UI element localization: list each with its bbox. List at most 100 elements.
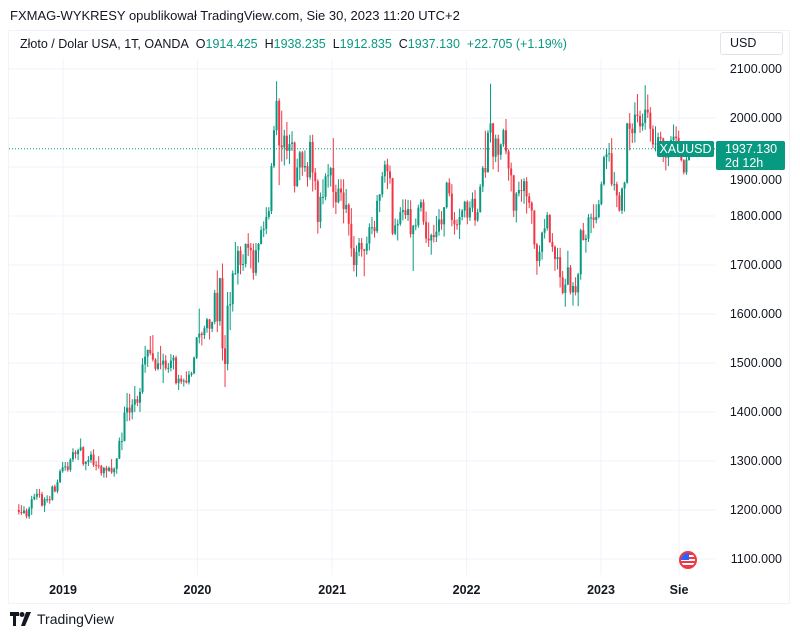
candle [535, 242, 538, 275]
candle [38, 488, 41, 498]
candle [270, 163, 273, 215]
candle [113, 467, 116, 477]
candle [368, 223, 371, 251]
candle [211, 321, 214, 333]
candle-body [337, 188, 340, 203]
candle-body [396, 223, 399, 226]
candle [164, 355, 167, 371]
candle-body [378, 194, 381, 201]
candle [56, 479, 59, 494]
candle-body [391, 178, 394, 234]
candle-body [77, 450, 80, 455]
candle-body [205, 319, 208, 329]
candle [203, 325, 206, 339]
candle-body [314, 172, 317, 182]
candle-body [453, 219, 456, 225]
candle-body [316, 181, 319, 222]
y-tick-label: 1100.000 [731, 552, 782, 566]
candle-body [445, 182, 448, 208]
candle [66, 461, 69, 472]
candle-body [182, 380, 185, 382]
candle [177, 374, 180, 390]
candle [682, 159, 685, 175]
candle [450, 184, 453, 227]
candle-body [151, 353, 154, 360]
candle-body [120, 440, 123, 442]
us-flag-icon[interactable] [679, 551, 697, 569]
candle-body [675, 136, 678, 139]
candle [285, 121, 288, 160]
symbol-description[interactable]: Złoto / Dolar USA, 1T, OANDA [20, 37, 189, 51]
candle-body [198, 333, 201, 338]
candle-body [587, 217, 590, 239]
candle [633, 102, 636, 143]
candle-body [334, 191, 337, 203]
candle [381, 171, 384, 198]
candle [533, 210, 536, 249]
candle [626, 122, 629, 184]
candle [306, 162, 309, 187]
candle-body [430, 235, 433, 241]
x-tick-label: 2023 [587, 583, 615, 597]
candle [618, 191, 621, 212]
candle [138, 387, 141, 412]
candle [422, 199, 425, 225]
candle [602, 155, 605, 186]
candle [396, 219, 399, 241]
high-label: H [264, 37, 274, 51]
candle-body [69, 459, 72, 470]
candle [278, 98, 281, 186]
candle [363, 248, 366, 277]
candle-body [626, 123, 629, 183]
candle-body [649, 112, 652, 129]
candle-body [504, 130, 507, 152]
candle-body [363, 249, 366, 251]
candle [51, 485, 54, 501]
candle [409, 200, 412, 238]
candle-body [548, 215, 551, 242]
candle [432, 224, 435, 243]
candle [280, 110, 283, 162]
candle-body [71, 452, 74, 460]
candle-body [324, 176, 327, 197]
candle [507, 149, 510, 181]
candle [87, 456, 90, 466]
candle-body [352, 248, 355, 265]
candle-body [355, 251, 358, 265]
candle-body [234, 273, 237, 275]
candle-body [51, 486, 54, 500]
candle-body [404, 210, 407, 216]
candle-body [350, 223, 353, 249]
candle-body [25, 510, 28, 517]
candle-body [605, 154, 608, 158]
candle [128, 393, 131, 421]
candle-body [275, 100, 278, 131]
candle [319, 192, 322, 229]
candle [600, 181, 603, 206]
candle [236, 245, 239, 285]
candle-body [257, 243, 260, 251]
candle [572, 282, 575, 306]
y-tick-label: 1300.000 [730, 454, 782, 468]
candle-body [242, 264, 245, 266]
candle-body [43, 499, 46, 506]
candle-body [157, 363, 160, 369]
tradingview-brand[interactable]: TradingView [10, 611, 114, 627]
candle [489, 83, 492, 143]
currency-button[interactable]: USD [720, 32, 783, 55]
candle-body [376, 200, 379, 232]
candle [100, 464, 103, 476]
candle [89, 451, 92, 463]
y-tick-label: 1500.000 [730, 356, 782, 370]
candle-body [657, 137, 660, 144]
candle [631, 123, 634, 143]
candle [92, 449, 95, 467]
candle [628, 113, 631, 151]
candle-body [388, 171, 391, 179]
candle-body [613, 184, 616, 186]
y-tick-label: 1600.000 [730, 307, 782, 321]
candle [551, 233, 554, 252]
candle [133, 386, 136, 412]
candle [474, 190, 477, 226]
